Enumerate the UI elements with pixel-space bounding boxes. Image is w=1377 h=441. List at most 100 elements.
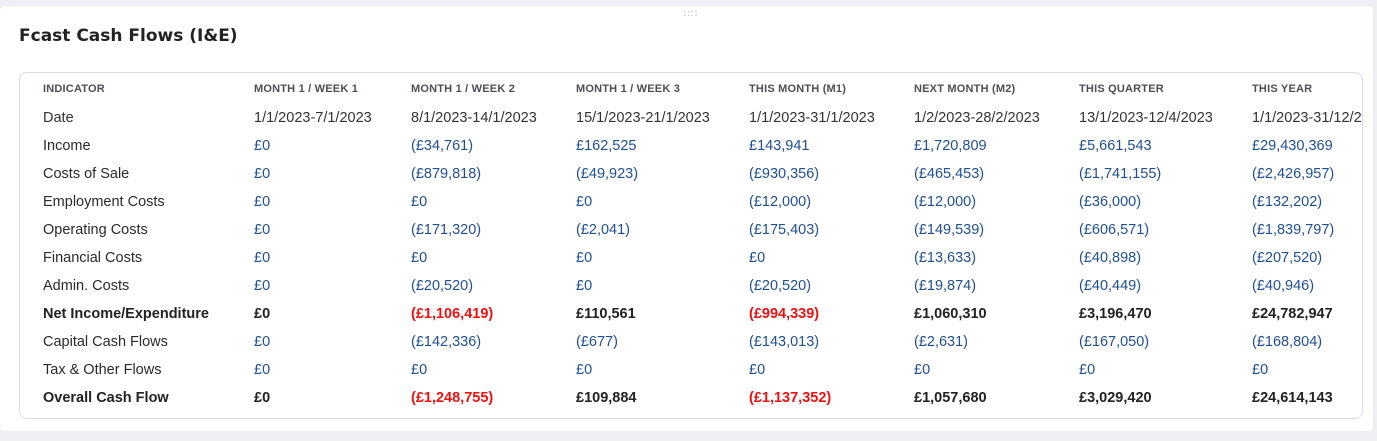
date-range-cell: 1/1/2023-31/1/2023: [749, 110, 875, 126]
table-row: Capital Cash Flows £0 (£142,336) (£677) (£14…: [20, 328, 1362, 356]
value-cell: £1,057,680: [914, 390, 987, 406]
value-cell[interactable]: £0: [254, 250, 271, 266]
value-cell[interactable]: £0: [411, 362, 428, 378]
value-cell[interactable]: £0: [254, 138, 271, 154]
column-header-indicator: INDICATOR: [43, 82, 105, 95]
value-cell[interactable]: £0: [749, 362, 766, 378]
widget-title: Fcast Cash Flows (I&E): [19, 26, 238, 46]
value-cell: £24,614,143: [1252, 390, 1333, 406]
value-cell[interactable]: (£36,000): [1079, 194, 1142, 210]
value-cell[interactable]: (£12,000): [749, 194, 812, 210]
value-cell: £109,884: [576, 390, 637, 406]
value-cell[interactable]: £0: [914, 362, 931, 378]
value-cell[interactable]: £0: [576, 278, 593, 294]
table-row: Employment Costs £0 £0 £0 (£12,000) (£12,000)…: [20, 188, 1362, 216]
value-cell[interactable]: (£149,539): [914, 222, 985, 238]
row-label: Net Income/Expenditure: [43, 306, 209, 322]
value-cell[interactable]: (£167,050): [1079, 334, 1150, 350]
cash-flow-table-container[interactable]: INDICATOR MONTH 1 / WEEK 1 MONTH 1 / WEE…: [19, 72, 1363, 419]
value-cell[interactable]: (£168,804): [1252, 334, 1323, 350]
value-cell[interactable]: (£465,453): [914, 166, 985, 182]
value-cell[interactable]: £0: [1079, 362, 1096, 378]
value-cell: £3,196,470: [1079, 306, 1152, 322]
value-cell[interactable]: (£879,818): [411, 166, 482, 182]
value-cell: £3,029,420: [1079, 390, 1152, 406]
value-cell[interactable]: (£171,320): [411, 222, 482, 238]
value-cell: £1,060,310: [914, 306, 987, 322]
row-label: Admin. Costs: [43, 278, 130, 294]
date-range-cell: 1/1/2023-31/12/2023: [1252, 110, 1362, 126]
value-cell[interactable]: £5,661,543: [1079, 138, 1152, 154]
value-cell[interactable]: £0: [576, 194, 593, 210]
row-label: Employment Costs: [43, 194, 165, 210]
value-cell[interactable]: (£606,571): [1079, 222, 1150, 238]
value-cell[interactable]: £0: [411, 250, 428, 266]
value-cell[interactable]: £0: [254, 334, 271, 350]
date-range-cell: 1/1/2023-7/1/2023: [254, 110, 372, 126]
value-cell[interactable]: (£677): [576, 334, 618, 350]
table-row: Admin. Costs £0 (£20,520) £0 (£20,520) (£19,8…: [20, 272, 1362, 300]
value-cell[interactable]: (£1,741,155): [1079, 166, 1162, 182]
value-cell[interactable]: (£143,013): [749, 334, 820, 350]
value-cell: (£1,248,755): [411, 390, 494, 406]
value-cell[interactable]: (£2,426,957): [1252, 166, 1335, 182]
row-label: Date: [43, 110, 74, 126]
value-cell[interactable]: £1,720,809: [914, 138, 987, 154]
column-header-next-month: NEXT MONTH (M2): [914, 82, 1016, 95]
value-cell[interactable]: (£12,000): [914, 194, 977, 210]
value-cell: £0: [254, 306, 271, 322]
value-cell[interactable]: £0: [749, 250, 766, 266]
table-header-row: INDICATOR MONTH 1 / WEEK 1 MONTH 1 / WEE…: [20, 73, 1362, 104]
value-cell[interactable]: (£13,633): [914, 250, 977, 266]
row-label: Operating Costs: [43, 222, 148, 238]
value-cell: (£1,106,419): [411, 306, 494, 322]
value-cell[interactable]: £143,941: [749, 138, 810, 154]
value-cell[interactable]: £29,430,369: [1252, 138, 1333, 154]
row-label: Income: [43, 138, 91, 154]
value-cell[interactable]: (£930,356): [749, 166, 820, 182]
value-cell[interactable]: (£175,403): [749, 222, 820, 238]
value-cell[interactable]: (£2,041): [576, 222, 631, 238]
value-cell[interactable]: £0: [411, 194, 428, 210]
column-header-this-year: THIS YEAR: [1252, 82, 1313, 95]
value-cell[interactable]: (£207,520): [1252, 250, 1323, 266]
value-cell[interactable]: £162,525: [576, 138, 637, 154]
value-cell[interactable]: £0: [576, 250, 593, 266]
value-cell[interactable]: (£40,946): [1252, 278, 1315, 294]
drag-handle-glyph[interactable]: ∷∷: [683, 9, 699, 20]
value-cell[interactable]: (£19,874): [914, 278, 977, 294]
value-cell[interactable]: £0: [576, 362, 593, 378]
date-range-cell: 15/1/2023-21/1/2023: [576, 110, 710, 126]
value-cell[interactable]: (£1,839,797): [1252, 222, 1335, 238]
table-body: Date 1/1/2023-7/1/2023 8/1/2023-14/1/2023 1…: [20, 104, 1362, 412]
value-cell: (£1,137,352): [749, 390, 832, 406]
value-cell[interactable]: £0: [254, 194, 271, 210]
value-cell[interactable]: (£142,336): [411, 334, 482, 350]
table-row: Net Income/Expenditure £0 (£1,106,419) £110…: [20, 300, 1362, 328]
row-label: Overall Cash Flow: [43, 390, 169, 406]
table-row: Date 1/1/2023-7/1/2023 8/1/2023-14/1/2023 1…: [20, 104, 1362, 132]
value-cell: £110,561: [576, 306, 636, 322]
table-row: Income £0 (£34,761) £162,525 £143,941 £1,720,…: [20, 132, 1362, 160]
date-range-cell: 1/2/2023-28/2/2023: [914, 110, 1040, 126]
row-label: Costs of Sale: [43, 166, 130, 182]
value-cell[interactable]: (£34,761): [411, 138, 474, 154]
value-cell[interactable]: (£20,520): [749, 278, 812, 294]
value-cell[interactable]: (£49,923): [576, 166, 639, 182]
value-cell[interactable]: £0: [254, 362, 271, 378]
value-cell[interactable]: £0: [1252, 362, 1269, 378]
row-label: Financial Costs: [43, 250, 143, 266]
row-label: Capital Cash Flows: [43, 334, 168, 350]
row-label: Tax & Other Flows: [43, 362, 162, 378]
drag-handle-icon[interactable]: ∷∷: [681, 9, 701, 22]
value-cell[interactable]: £0: [254, 278, 271, 294]
value-cell[interactable]: (£132,202): [1252, 194, 1323, 210]
value-cell[interactable]: £0: [254, 222, 271, 238]
value-cell[interactable]: (£2,631): [914, 334, 969, 350]
column-header-m1-week1: MONTH 1 / WEEK 1: [254, 82, 359, 95]
value-cell[interactable]: (£40,449): [1079, 278, 1142, 294]
value-cell[interactable]: (£40,898): [1079, 250, 1142, 266]
value-cell[interactable]: (£20,520): [411, 278, 474, 294]
value-cell[interactable]: £0: [254, 166, 271, 182]
cash-flow-table: INDICATOR MONTH 1 / WEEK 1 MONTH 1 / WEE…: [20, 73, 1362, 412]
